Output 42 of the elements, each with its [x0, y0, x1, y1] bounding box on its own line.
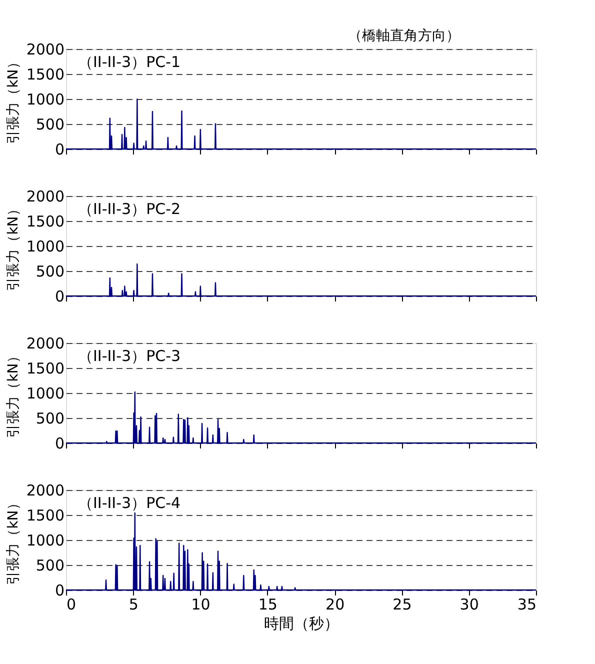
- x-tick-label: 10: [191, 596, 210, 614]
- x-axis-title: 時間（秒）: [264, 614, 339, 632]
- y-tick-label: 500: [36, 262, 64, 280]
- y-tick-label: 1000: [26, 90, 64, 108]
- y-tick-label: 500: [36, 556, 64, 574]
- y-tick-label: 500: [36, 410, 64, 428]
- line-series: [65, 98, 537, 150]
- y-tick-label: 500: [36, 116, 64, 134]
- chart-title: （II-II-3）PC-3: [78, 347, 181, 365]
- x-tick-label: 0: [66, 596, 76, 614]
- y-axis-title: 引張力（kN）: [5, 202, 22, 291]
- y-tick-label: 1500: [26, 506, 64, 524]
- x-tick-label: 20: [326, 596, 345, 614]
- line-series: [65, 263, 537, 297]
- chart-title: （II-II-3）PC-1: [78, 53, 181, 71]
- y-tick-label: 0: [54, 434, 64, 452]
- x-tick-label: 30: [460, 596, 479, 614]
- y-tick-label: 0: [54, 582, 64, 600]
- x-tick-label: 15: [258, 596, 278, 614]
- line-series: [65, 512, 537, 591]
- y-tick-label: 0: [54, 288, 64, 306]
- y-axis-title: 引張力（kN）: [5, 349, 22, 438]
- chart-title: （II-II-3）PC-2: [78, 200, 181, 218]
- y-tick-label: 2000: [26, 188, 64, 206]
- y-tick-label: 1000: [26, 384, 64, 402]
- y-tick-label: 2000: [26, 334, 64, 352]
- x-tick-label: 25: [392, 596, 412, 614]
- text: （橋軸直角方向）: [348, 28, 460, 44]
- y-tick-label: 0: [54, 140, 64, 158]
- y-tick-label: 1500: [26, 360, 64, 378]
- y-tick-label: 1000: [26, 238, 64, 256]
- line-series: [65, 391, 537, 444]
- y-tick-label: 2000: [26, 40, 64, 58]
- x-tick-label: 5: [128, 596, 138, 614]
- y-tick-label: 1000: [26, 532, 64, 550]
- y-axis-title: 引張力（kN）: [5, 496, 22, 585]
- y-axis-title: 引張力（kN）: [5, 55, 22, 144]
- y-tick-label: 1500: [26, 66, 64, 84]
- x-tick-label: 35: [517, 596, 536, 614]
- y-tick-label: 2000: [26, 482, 64, 500]
- y-tick-label: 1500: [26, 212, 64, 230]
- chart-title: （II-II-3）PC-4: [78, 494, 181, 512]
